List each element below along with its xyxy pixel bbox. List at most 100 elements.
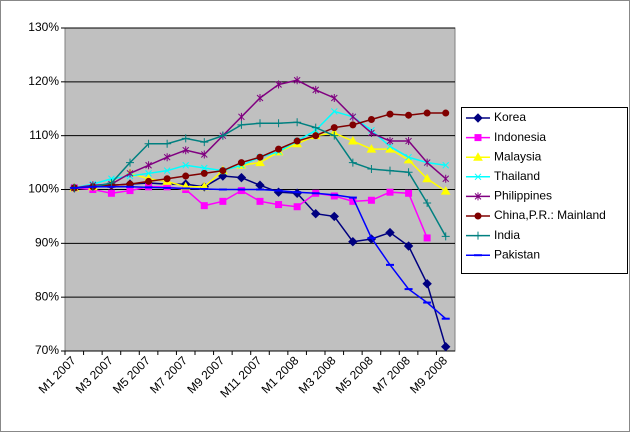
legend-marker xyxy=(474,134,482,142)
marker xyxy=(255,157,265,167)
legend-label: Indonesia xyxy=(494,130,546,144)
marker xyxy=(163,153,171,162)
marker xyxy=(200,150,208,159)
marker xyxy=(219,197,227,205)
legend-label: Malaysia xyxy=(494,149,542,163)
marker xyxy=(237,187,245,195)
marker xyxy=(311,209,321,219)
marker xyxy=(256,93,264,102)
y-tick-label: 80% xyxy=(35,289,59,303)
marker xyxy=(126,187,134,195)
marker xyxy=(237,159,245,167)
marker xyxy=(423,158,431,167)
marker xyxy=(275,145,283,153)
marker xyxy=(442,161,450,169)
marker xyxy=(237,120,246,129)
marker xyxy=(367,116,375,124)
y-tick-label: 120% xyxy=(28,74,59,88)
marker xyxy=(256,153,264,161)
legend-marker xyxy=(474,231,482,240)
marker xyxy=(238,112,245,121)
marker xyxy=(293,118,302,127)
marker xyxy=(405,137,412,146)
marker xyxy=(366,144,377,153)
marker xyxy=(422,173,433,183)
marker xyxy=(311,123,320,132)
marker xyxy=(145,169,152,177)
marker xyxy=(386,143,394,150)
marker xyxy=(293,137,301,145)
marker xyxy=(386,166,394,175)
marker xyxy=(368,128,375,137)
marker xyxy=(422,279,432,289)
marker xyxy=(274,119,283,128)
marker xyxy=(200,202,208,210)
legend-label: Thailand xyxy=(494,169,540,183)
marker xyxy=(423,109,431,117)
marker xyxy=(312,132,320,140)
marker xyxy=(348,158,357,167)
marker xyxy=(256,197,264,205)
marker xyxy=(367,196,375,204)
marker xyxy=(330,192,338,200)
marker xyxy=(349,112,357,121)
marker xyxy=(330,131,339,140)
legend-label: Philippines xyxy=(494,189,552,203)
legend-marker xyxy=(474,173,482,181)
marker xyxy=(126,169,134,178)
marker xyxy=(126,158,134,167)
marker xyxy=(367,165,376,174)
legend-marker xyxy=(473,152,483,161)
marker xyxy=(145,161,152,170)
series xyxy=(70,76,450,192)
marker xyxy=(256,119,264,128)
marker xyxy=(403,241,414,251)
marker xyxy=(440,186,451,195)
legend-marker xyxy=(474,212,482,220)
marker xyxy=(200,138,209,147)
marker xyxy=(275,201,283,209)
marker xyxy=(200,169,208,177)
marker xyxy=(312,85,320,94)
marker xyxy=(181,134,190,143)
marker xyxy=(329,211,339,222)
marker xyxy=(347,136,358,145)
marker xyxy=(293,203,301,211)
marker xyxy=(442,174,450,183)
marker xyxy=(144,139,153,148)
marker xyxy=(386,137,394,146)
marker xyxy=(200,164,208,172)
marker xyxy=(442,109,450,117)
y-tick-label: 70% xyxy=(35,343,59,357)
marker xyxy=(163,167,171,175)
marker xyxy=(404,168,413,177)
legend-label: India xyxy=(494,228,520,242)
marker xyxy=(423,198,432,207)
marker xyxy=(182,161,190,169)
marker xyxy=(330,108,338,115)
marker xyxy=(405,189,413,197)
marker xyxy=(423,234,431,242)
legend-marker xyxy=(474,192,482,201)
marker xyxy=(385,227,395,238)
marker xyxy=(107,189,115,197)
marker xyxy=(182,146,190,155)
series xyxy=(70,185,450,320)
marker xyxy=(349,121,357,129)
marker xyxy=(275,80,282,89)
marker xyxy=(145,177,153,185)
marker xyxy=(182,172,190,180)
marker xyxy=(107,179,116,188)
marker xyxy=(293,76,301,85)
marker xyxy=(405,153,412,161)
legend-box xyxy=(461,107,628,274)
marker xyxy=(219,167,227,175)
legend-label: China,P.R.: Mainland xyxy=(494,208,606,222)
y-tick-label: 110% xyxy=(29,128,59,142)
marker xyxy=(236,172,247,183)
series xyxy=(70,109,450,192)
marker xyxy=(348,237,358,247)
marker xyxy=(330,93,338,102)
